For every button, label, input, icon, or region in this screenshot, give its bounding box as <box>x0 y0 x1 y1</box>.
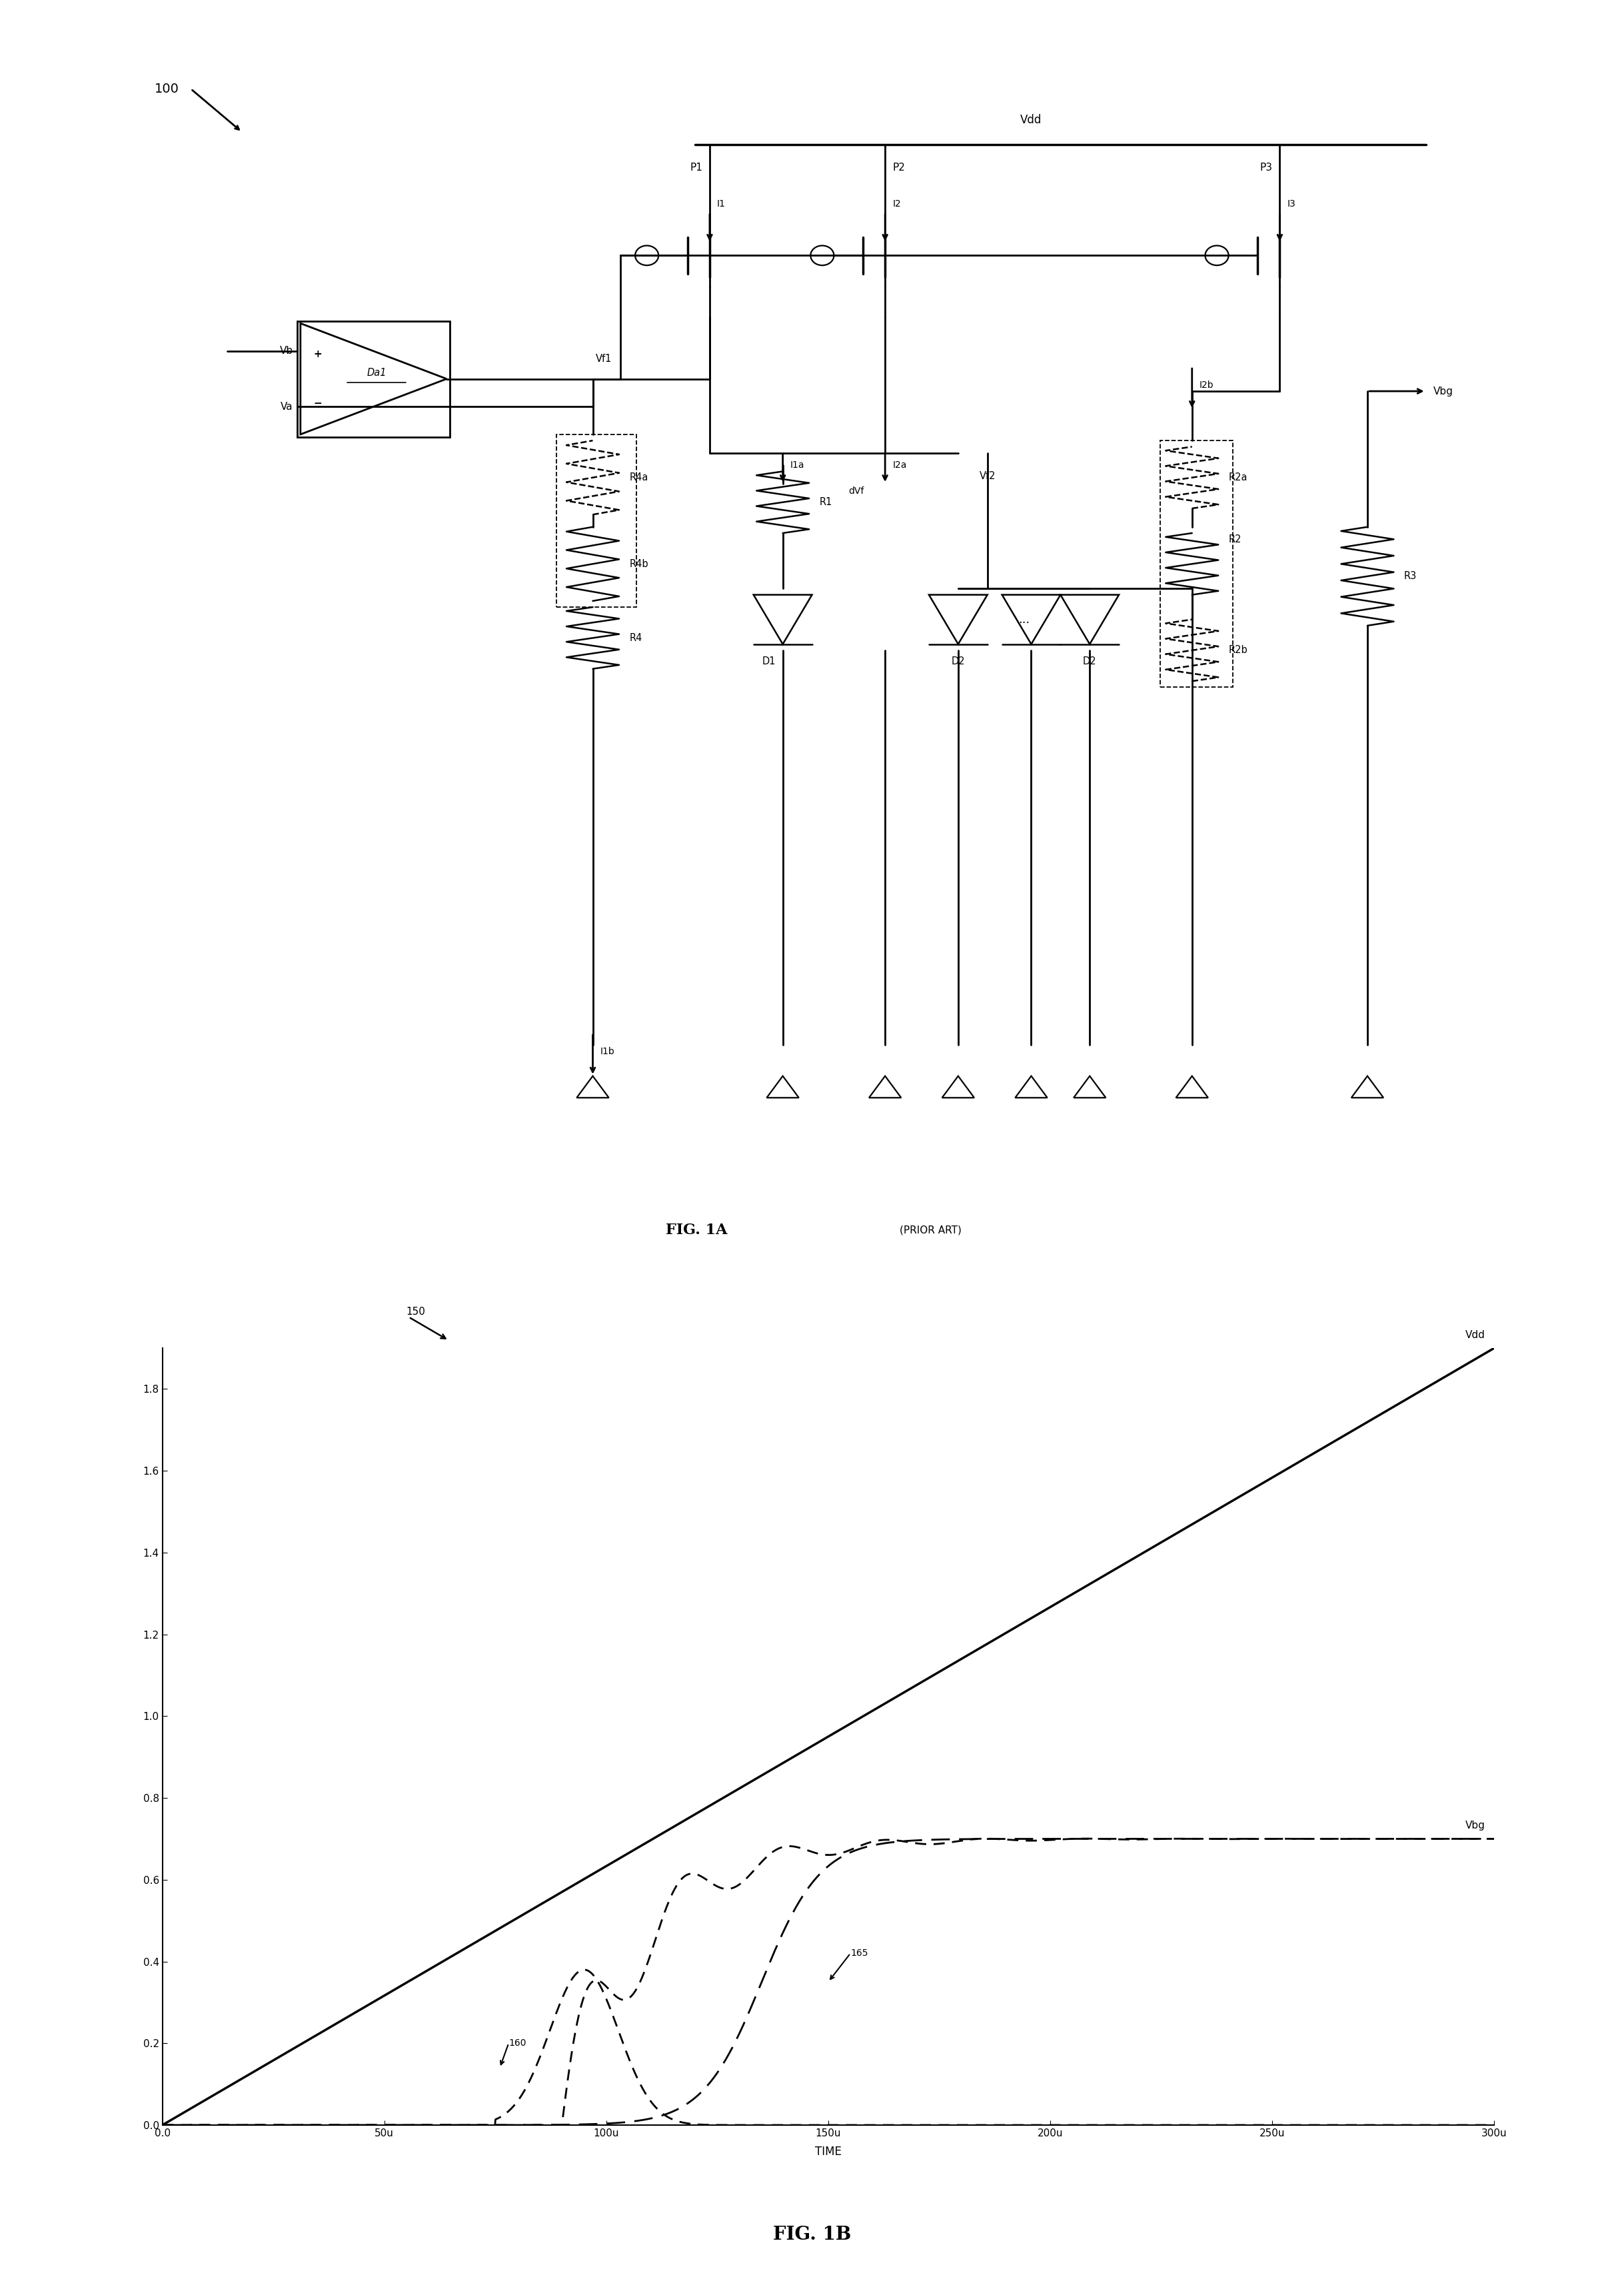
Text: Vf1: Vf1 <box>596 354 612 363</box>
Text: R4b: R4b <box>630 560 648 569</box>
Text: R2a: R2a <box>1229 473 1247 482</box>
Text: R2: R2 <box>1229 535 1242 544</box>
Text: R4: R4 <box>630 633 641 642</box>
Text: R2b: R2b <box>1229 644 1247 656</box>
Text: I2b: I2b <box>1199 379 1213 391</box>
Bar <box>297 320 450 436</box>
Text: I2: I2 <box>893 199 901 208</box>
Text: R1: R1 <box>818 498 831 507</box>
Text: D2: D2 <box>952 656 965 667</box>
Text: FIG. 1A: FIG. 1A <box>666 1222 728 1238</box>
Bar <box>1160 441 1233 688</box>
Text: I1a: I1a <box>789 462 804 471</box>
Text: D1: D1 <box>762 656 776 667</box>
Text: 150: 150 <box>406 1307 425 1316</box>
Text: +: + <box>313 350 322 359</box>
Text: P3: P3 <box>1260 162 1273 174</box>
Text: Vf2: Vf2 <box>979 471 996 482</box>
Text: 165: 165 <box>851 1949 869 1958</box>
Text: Vdd: Vdd <box>1020 114 1043 126</box>
Text: Da1: Da1 <box>367 368 387 377</box>
Text: Vbg: Vbg <box>1465 1821 1486 1830</box>
Text: Vb: Vb <box>279 345 294 356</box>
Text: I1b: I1b <box>601 1047 614 1056</box>
Text: I1: I1 <box>718 199 726 208</box>
Text: P1: P1 <box>690 162 702 174</box>
Text: Vbg: Vbg <box>1434 386 1453 395</box>
Text: R4a: R4a <box>630 473 648 482</box>
Text: (PRIOR ART): (PRIOR ART) <box>900 1225 961 1236</box>
Text: FIG. 1B: FIG. 1B <box>773 2226 851 2244</box>
Text: I2a: I2a <box>893 462 906 471</box>
Text: D2: D2 <box>1083 656 1096 667</box>
X-axis label: TIME: TIME <box>815 2146 841 2157</box>
Text: P2: P2 <box>893 162 905 174</box>
Text: I3: I3 <box>1288 199 1296 208</box>
Text: R3: R3 <box>1403 571 1416 580</box>
Text: Vdd: Vdd <box>1465 1330 1486 1339</box>
Text: 100: 100 <box>154 82 179 96</box>
Text: ...: ... <box>1018 612 1030 626</box>
Text: 160: 160 <box>508 2038 526 2047</box>
Text: dVf: dVf <box>848 487 864 496</box>
Text: −: − <box>313 398 322 409</box>
Bar <box>555 434 637 608</box>
Text: Va: Va <box>281 402 294 411</box>
